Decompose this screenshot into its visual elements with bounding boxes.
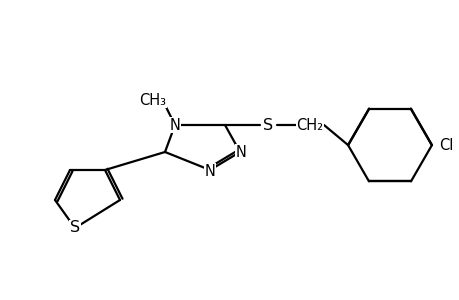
Text: Cl: Cl bbox=[438, 137, 452, 152]
Text: S: S bbox=[70, 220, 80, 236]
Text: CH₂: CH₂ bbox=[296, 118, 323, 133]
Text: N: N bbox=[204, 164, 215, 178]
Text: N: N bbox=[235, 145, 246, 160]
Text: N: N bbox=[169, 118, 180, 133]
Text: CH₃: CH₃ bbox=[139, 92, 166, 107]
Text: S: S bbox=[263, 118, 273, 133]
